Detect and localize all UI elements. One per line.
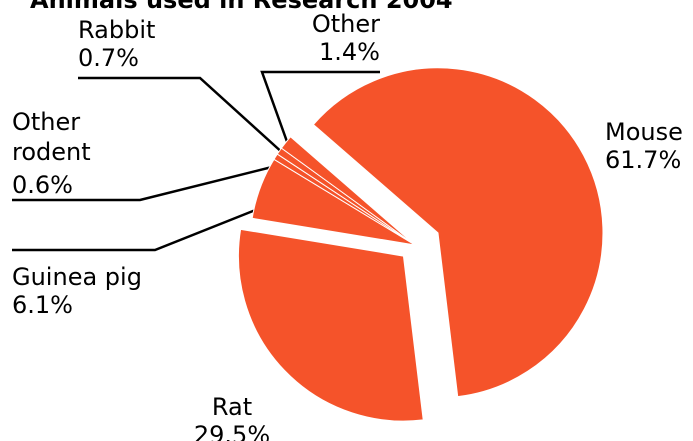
slice-value-label: 0.6% (12, 171, 73, 199)
slice-value-label: 29.5% (194, 421, 270, 441)
slice-label: Other (312, 10, 380, 38)
slice-label: Rat (212, 393, 252, 421)
chart-title: Animals used in Research 2004 (30, 0, 453, 14)
slice-label: Guinea pig (12, 263, 142, 291)
leader-line (12, 203, 269, 252)
pie-slice (280, 136, 416, 246)
slice-label: Mouse (605, 118, 683, 146)
pie-slice (312, 67, 604, 398)
leader-line (260, 70, 380, 151)
slice-value-label: 1.4% (319, 38, 380, 66)
leader-line (12, 163, 281, 202)
pie-slice (238, 228, 424, 422)
slice-label: Other rodent (12, 108, 91, 166)
slice-value-label: 6.1% (12, 291, 73, 319)
slice-value-label: 0.7% (78, 44, 139, 72)
slice-value-label: 61.7% (605, 146, 681, 174)
leader-line (78, 76, 286, 156)
slice-label: Rabbit (78, 16, 155, 44)
